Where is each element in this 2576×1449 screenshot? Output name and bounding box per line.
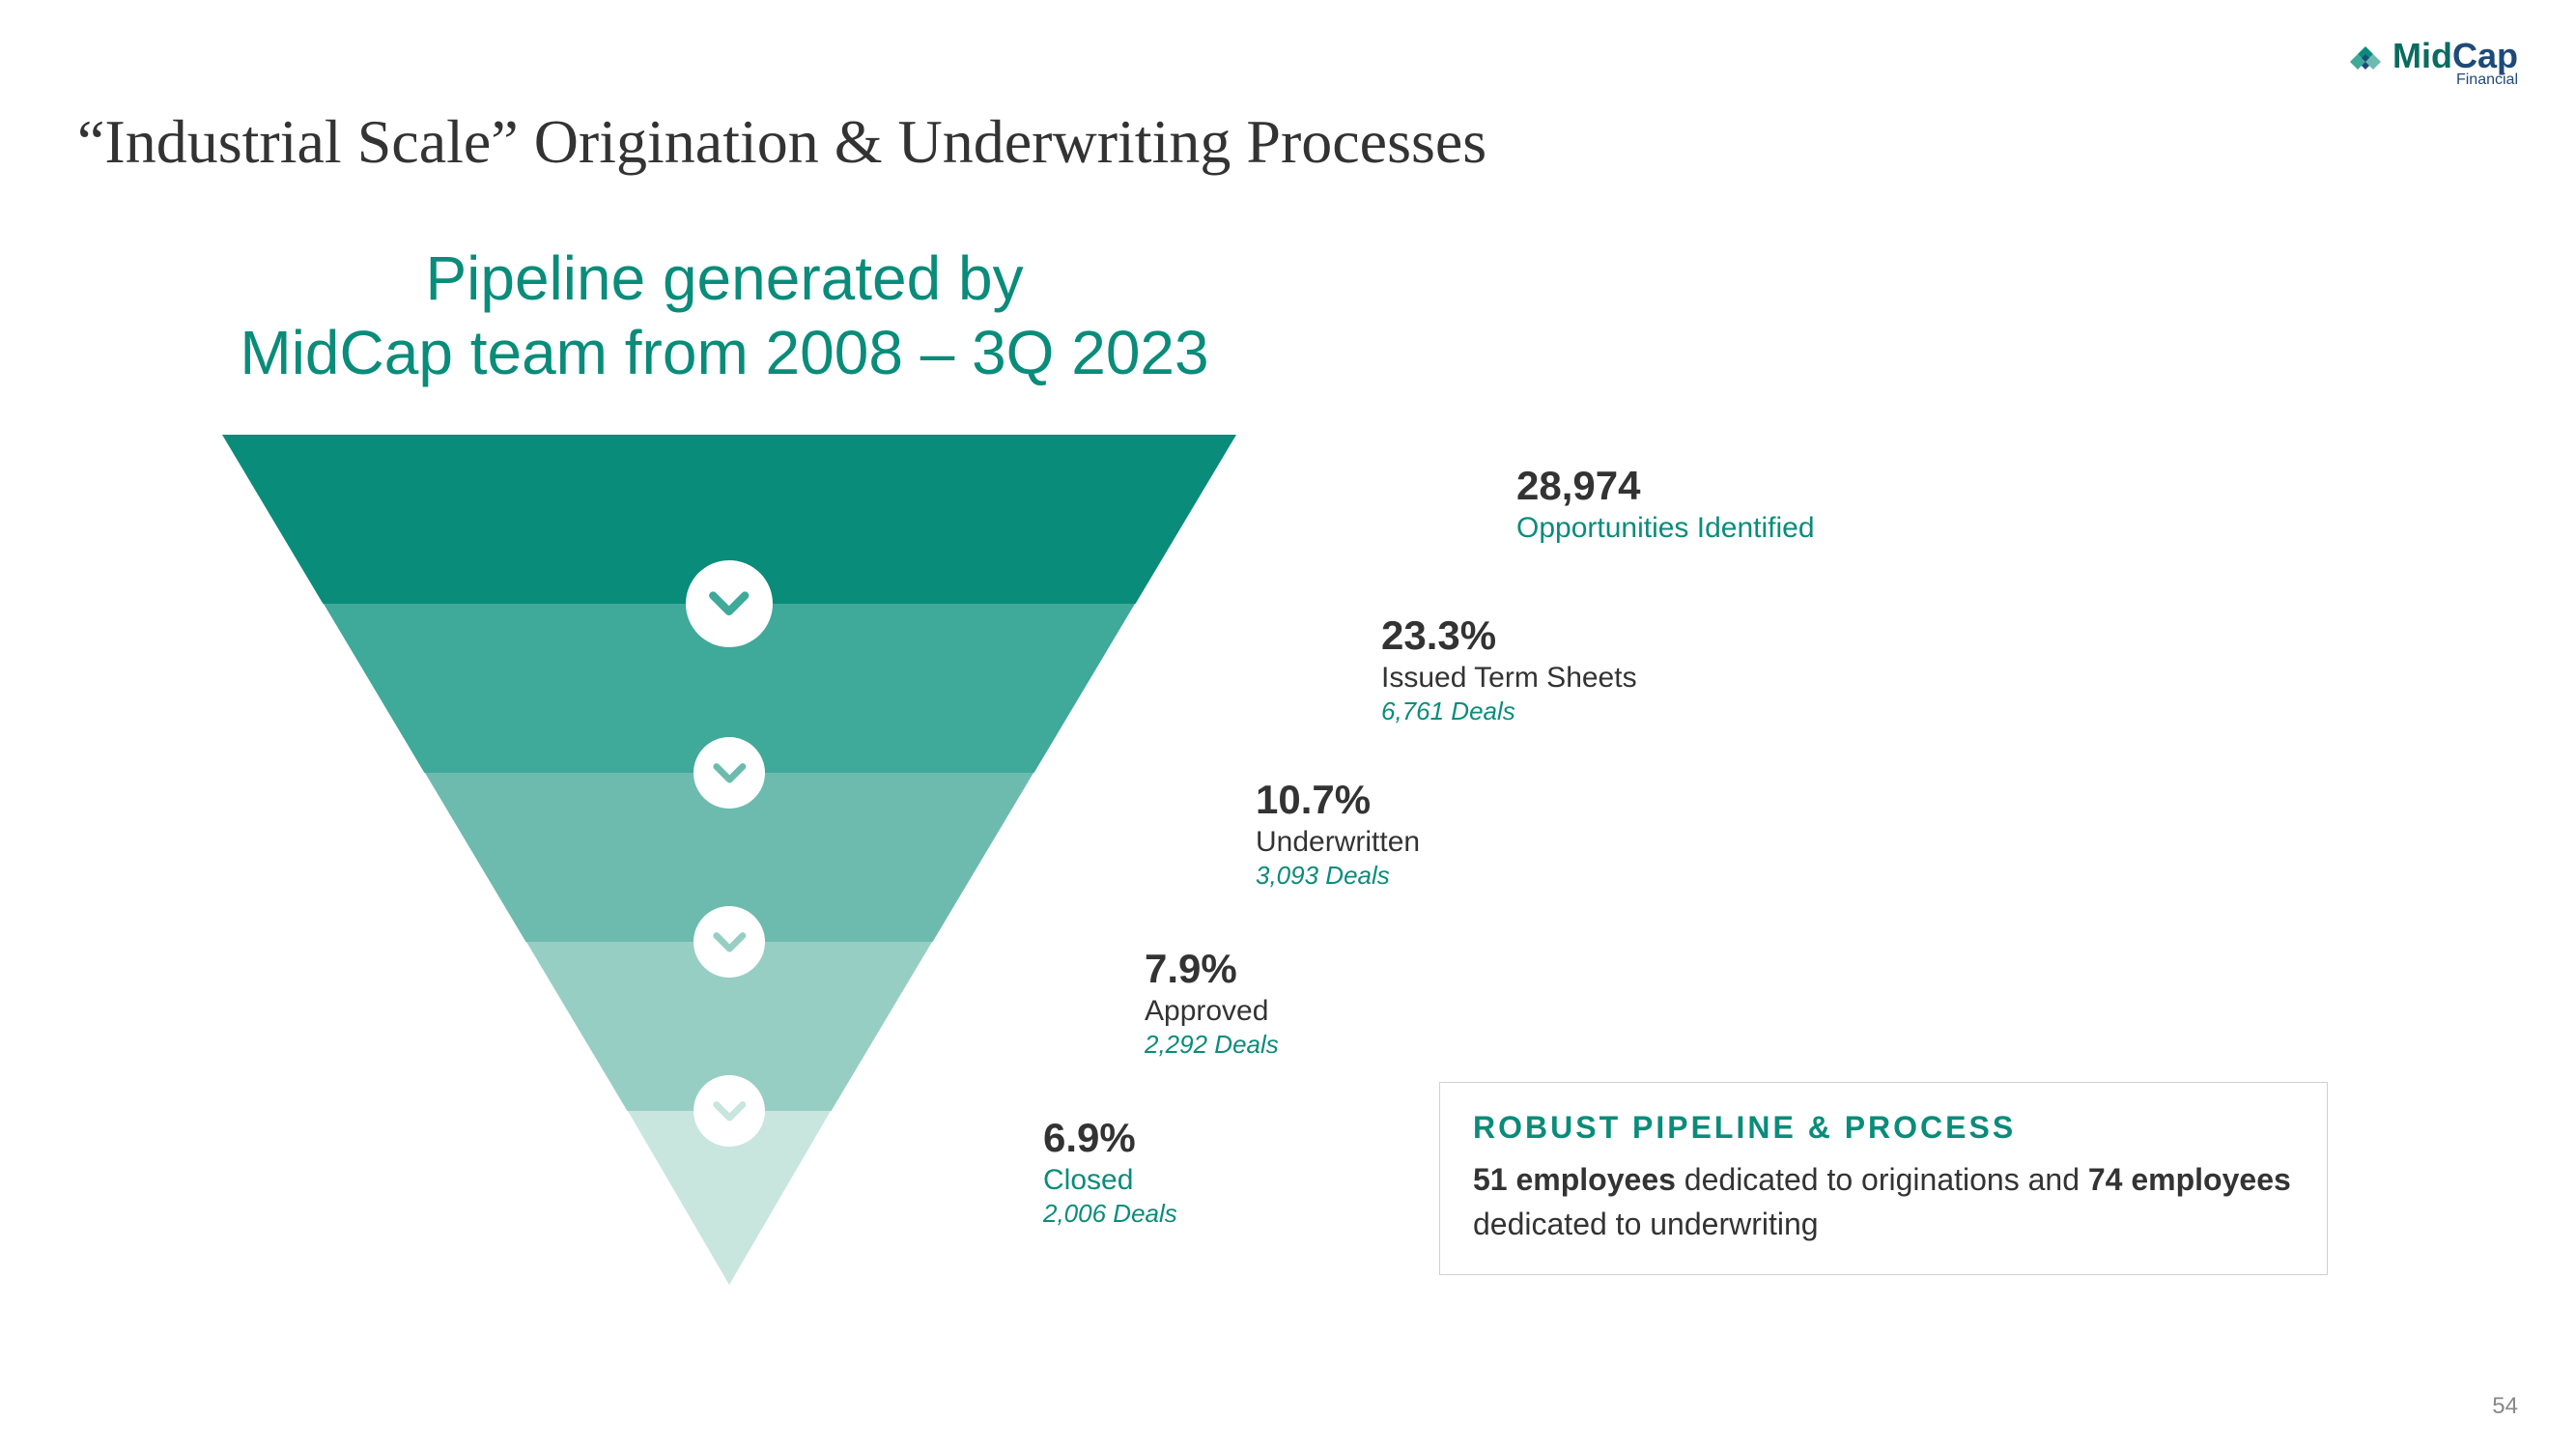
brand-logo: MidCap Financial <box>2346 39 2518 89</box>
logo-icon <box>2346 39 2385 77</box>
callout-title: ROBUST PIPELINE & PROCESS <box>1473 1110 2294 1146</box>
subtitle-line2: MidCap team from 2008 – 3Q 2023 <box>240 318 1208 387</box>
chevron-down-icon <box>686 560 773 647</box>
funnel-desc: Underwritten <box>1256 826 1420 859</box>
chevron-down-icon <box>694 1075 765 1147</box>
callout-emp2-text: dedicated to underwriting <box>1473 1207 1819 1241</box>
callout-text: 51 employees dedicated to originations a… <box>1473 1157 2294 1247</box>
funnel-deals: 3,093 Deals <box>1256 861 1420 891</box>
funnel-deals: 6,761 Deals <box>1381 696 1637 726</box>
callout-emp1-count: 51 employees <box>1473 1162 1676 1197</box>
funnel-desc: Opportunities Identified <box>1516 512 1815 545</box>
funnel-label-0: 28,974 Opportunities Identified <box>1516 464 1815 545</box>
page-title: “Industrial Scale” Origination & Underwr… <box>77 106 1486 178</box>
funnel-desc: Approved <box>1145 995 1279 1028</box>
funnel-deals: 2,006 Deals <box>1043 1199 1177 1229</box>
funnel-label-4: 6.9% Closed2,006 Deals <box>1043 1116 1177 1229</box>
callout-box: ROBUST PIPELINE & PROCESS 51 employees d… <box>1439 1082 2328 1275</box>
logo-subtext: Financial <box>2392 71 2518 89</box>
logo-brand-mid: Mid <box>2392 36 2452 75</box>
funnel-label-3: 7.9% Approved2,292 Deals <box>1145 947 1279 1060</box>
subtitle-line1: Pipeline generated by <box>425 243 1023 313</box>
funnel-deals: 2,292 Deals <box>1145 1030 1279 1060</box>
funnel-value: 7.9% <box>1145 947 1279 991</box>
funnel-value: 10.7% <box>1256 778 1420 822</box>
chart-subtitle: Pipeline generated by MidCap team from 2… <box>0 242 1449 390</box>
chevron-down-icon <box>694 906 765 978</box>
callout-emp1-text: dedicated to originations and <box>1676 1162 2088 1197</box>
funnel-label-2: 10.7% Underwritten3,093 Deals <box>1256 778 1420 891</box>
chevron-down-icon <box>694 737 765 809</box>
funnel-value: 23.3% <box>1381 613 1637 658</box>
funnel-value: 6.9% <box>1043 1116 1177 1160</box>
funnel-desc: Issued Term Sheets <box>1381 662 1637 695</box>
callout-emp2-count: 74 employees <box>2088 1162 2291 1197</box>
funnel-value: 28,974 <box>1516 464 1815 508</box>
logo-brand-cap: Cap <box>2452 36 2518 75</box>
funnel-desc: Closed <box>1043 1164 1177 1197</box>
funnel-label-1: 23.3% Issued Term Sheets6,761 Deals <box>1381 613 1637 726</box>
logo-text: MidCap <box>2392 39 2518 73</box>
page-number: 54 <box>2492 1393 2518 1420</box>
